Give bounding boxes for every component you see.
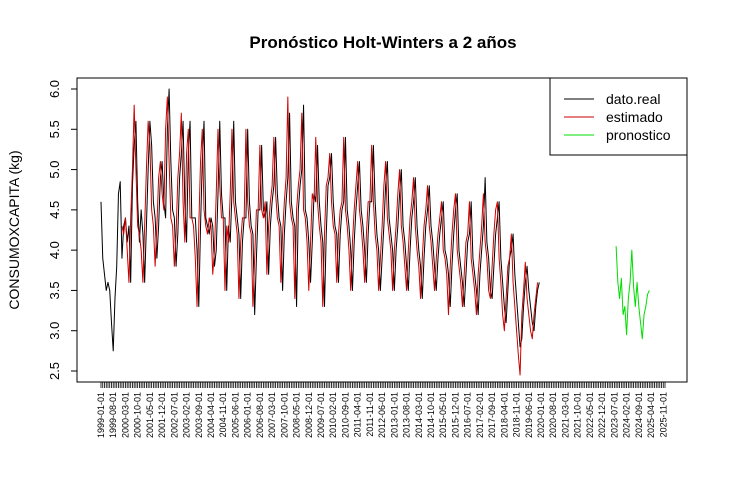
x-tick-label: 2001-12-01 [157,392,167,438]
legend-label: pronostico [606,127,671,143]
x-tick-label: 2019-06-01 [524,392,534,438]
y-tick-label: 2.5 [47,362,62,380]
legend: dato.real estimado pronostico [549,77,688,156]
x-tick-label: 2015-05-01 [438,392,448,438]
x-tick-label: 1999-01-01 [96,392,106,438]
x-tick-label: 2024-02-01 [622,392,632,438]
x-tick-label: 2022-05-01 [585,392,595,438]
series-line-dato-real [100,88,540,352]
x-tick-label: 2013-08-01 [402,392,412,438]
x-tick-label: 2023-07-01 [609,392,619,438]
series-line-pronostico [615,246,650,340]
y-axis-label: CONSUMOXCAPITA (kg) [6,150,22,309]
x-tick-label: 2017-02-01 [475,392,485,438]
x-tick-label: 2025-11-01 [658,392,668,437]
x-tick-label: 2020-01-01 [536,392,546,438]
y-tick-label: 5.0 [47,161,62,179]
x-tick-label: 2013-01-01 [389,392,399,438]
x-tick-label: 2008-05-01 [292,392,302,438]
legend-label: dato.real [606,91,660,107]
x-tick-label: 2007-03-01 [267,392,277,438]
x-tick-label: 2004-04-01 [206,392,216,438]
x-tick-label: 2010-02-01 [328,392,338,438]
x-tick-label: 2021-10-01 [573,392,583,438]
x-tick-label: 2012-06-01 [377,392,387,438]
x-tick-label: 2001-05-01 [145,392,155,438]
x-tick-label: 2025-04-01 [646,392,656,438]
x-tick-label: 2024-09-01 [634,392,644,438]
x-tick-label: 2003-09-01 [194,392,204,438]
x-tick-label: 2006-01-01 [243,392,253,438]
x-tick-label: 2016-07-01 [463,392,473,438]
y-tick-label: 3.5 [47,281,62,299]
x-tick-label: 2011-04-01 [353,392,363,437]
y-tick-label: 4.0 [47,241,62,259]
x-tick-label: 2005-06-01 [230,392,240,438]
x-tick-label: 2020-08-01 [548,392,558,438]
x-tick-label: 2009-07-01 [316,392,326,438]
x-tick-label: 2014-03-01 [414,392,424,438]
legend-label: estimado [606,109,663,125]
y-axis: 2.5 3.0 3.5 4.0 4.5 5.0 5.5 6.0 [47,80,78,380]
x-tick-label: 2006-08-01 [255,392,265,438]
x-tick-label: 2014-10-01 [426,392,436,438]
x-tick-label: 2004-11-01 [218,392,228,437]
x-tick-label: 2003-02-01 [182,392,192,438]
x-tick-label: 2008-12-01 [304,392,314,438]
chart-title: Pronóstico Holt-Winters a 2 años [249,33,516,52]
x-tick-label: 2015-12-01 [450,392,460,438]
series-line-estimado [121,96,539,376]
x-tick-label: 2010-09-01 [340,392,350,438]
x-tick-label: 1999-08-01 [108,392,118,438]
x-tick-label: 2002-07-01 [169,392,179,438]
x-tick-label: 2011-11-01 [365,392,375,437]
y-tick-label: 6.0 [47,80,62,98]
y-tick-label: 5.5 [47,120,62,138]
x-tick-label: 2022-12-01 [597,392,607,438]
x-tick-label: 2017-09-01 [487,392,497,438]
y-tick-label: 3.0 [47,322,62,340]
x-tick-label: 2018-11-01 [512,392,522,437]
series-layer [100,88,650,376]
x-tick-label: 2000-10-01 [133,392,143,438]
x-tick-label: 2007-10-01 [279,392,289,438]
x-tick-label: 2000-03-01 [120,392,130,438]
x-tick-label: 2018-04-01 [499,392,509,438]
y-tick-label: 4.5 [47,201,62,219]
x-axis: 1999-01-01 1999-08-01 2000-03-01 2000-10-01… [96,381,668,438]
x-tick-label: 2021-03-01 [560,392,570,438]
